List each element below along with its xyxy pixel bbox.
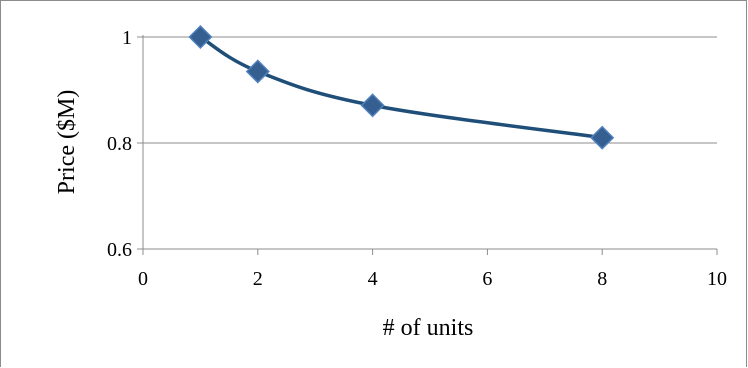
- x-tick-label: 2: [253, 268, 263, 290]
- axis-layer: 0.60.810 2 4 6 8 10: [107, 27, 727, 290]
- x-tick-label: 4: [368, 268, 378, 290]
- x-tick-label: 0: [138, 268, 148, 290]
- grid-layer: [143, 36, 717, 144]
- data-point-marker: [245, 59, 270, 84]
- x-tick-label: 6: [482, 268, 492, 290]
- x-tick-label: 10: [707, 268, 727, 290]
- y-tick-label: 0.6: [107, 239, 132, 261]
- y-tick-label: 0.8: [107, 133, 132, 155]
- series-line: [198, 35, 604, 140]
- data-point-marker: [360, 93, 385, 118]
- data-point-marker: [590, 125, 615, 150]
- y-axis-title: Price ($M): [54, 90, 80, 195]
- x-tick-label: 8: [597, 268, 607, 290]
- x-axis-title: # of units: [383, 315, 474, 341]
- series-layer: [188, 24, 615, 150]
- y-tick-label: 1: [122, 27, 132, 49]
- data-point-marker: [188, 24, 213, 50]
